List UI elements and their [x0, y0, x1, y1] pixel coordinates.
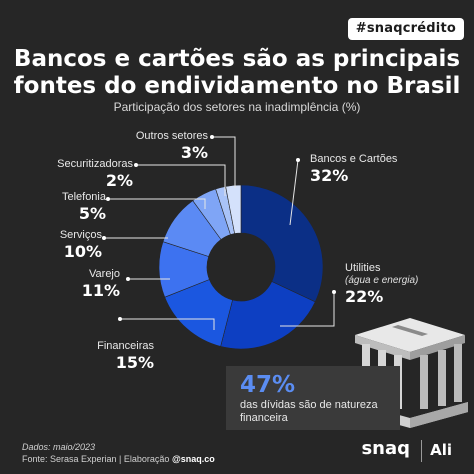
- donut-slice-utilities: [220, 281, 316, 350]
- hashtag-badge: #snaqcrédito: [347, 18, 464, 40]
- ali-logo: Ali: [430, 441, 452, 459]
- leader-dot: [134, 163, 138, 167]
- chart-subtitle: Participação dos setores na inadimplênci…: [113, 100, 361, 114]
- leader-dot: [126, 277, 130, 281]
- label-financeiras: Financeiras 15%: [97, 340, 154, 372]
- snaq-handle: @snaq.co: [171, 454, 215, 464]
- leader-line: [136, 164, 226, 196]
- financial-debt-callout: 47% das dívidas são de natureza financei…: [226, 366, 400, 430]
- leader-dot: [210, 135, 214, 139]
- leader-line: [108, 198, 206, 209]
- source-line: Fonte: Serasa Experian | Elaboração @sna…: [22, 454, 215, 464]
- logo-divider: [421, 440, 422, 462]
- donut-slice-outros-setores: [225, 184, 242, 234]
- leader-line: [120, 318, 215, 330]
- footer: Dados: maio/2023 Fonte: Serasa Experian …: [22, 441, 215, 465]
- title-line-1: Bancos e cartões são as principais: [13, 46, 461, 72]
- label-servicos: Serviços 10%: [59, 229, 102, 261]
- label-utilities: Utilities (água e energia) 22%: [345, 262, 419, 306]
- leader-dot: [332, 290, 336, 294]
- label-securitizadoras: Securitizadoras 2%: [57, 158, 133, 190]
- title-line-2: fontes do endividamento no Brasil: [13, 73, 461, 99]
- leader-line: [212, 136, 236, 188]
- leader-dot: [106, 197, 110, 201]
- label-bancos-e-cartoes: Bancos e Cartões 32%: [310, 153, 398, 185]
- label-telefonia: Telefonia 5%: [61, 191, 106, 223]
- snaq-logo: snaq: [361, 438, 410, 459]
- donut-slice-bancos-e-cart-es: [240, 184, 324, 303]
- callout-text: das dívidas são de natureza financeira: [240, 399, 378, 424]
- leader-line: [289, 159, 299, 226]
- label-varejo: Varejo 11%: [81, 268, 120, 300]
- data-date: Dados: maio/2023: [22, 442, 96, 452]
- leader-dot: [296, 158, 300, 162]
- leader-line: [280, 292, 335, 327]
- label-outros-setores: Outros setores 3%: [135, 130, 208, 162]
- page-title: Bancos e cartões são as principais fonte…: [0, 46, 474, 100]
- leader-dot: [102, 236, 106, 240]
- callout-value: 47%: [240, 372, 296, 398]
- leader-dot: [118, 317, 122, 321]
